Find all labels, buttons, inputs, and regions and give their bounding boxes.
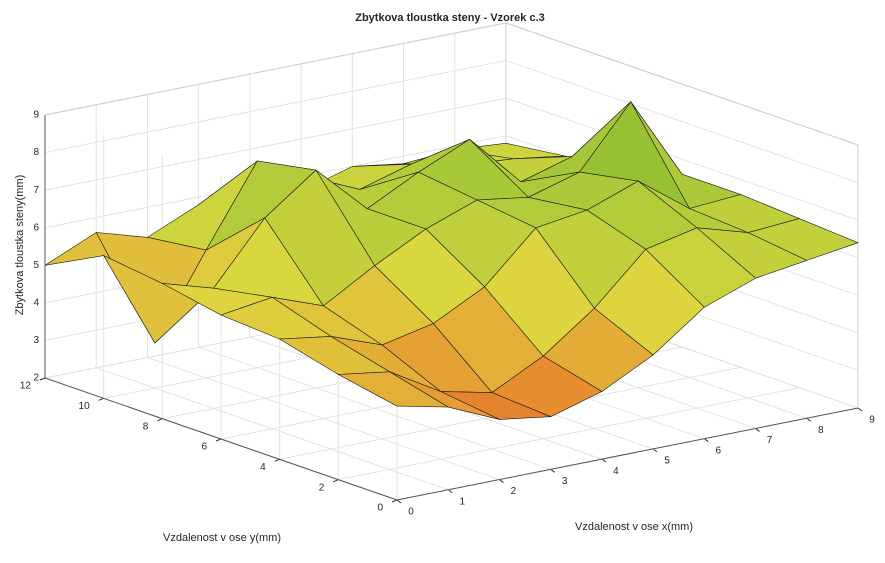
grid-line [505,97,859,221]
x-tick-label: 6 [716,445,722,456]
y-tick [39,377,46,381]
y-tick-label: 4 [260,462,266,473]
x-tick-label: 2 [511,486,517,497]
grid-line [505,60,859,184]
z-tick-label: 8 [33,147,39,158]
axis-line [44,22,507,116]
axis-line [396,407,859,501]
x-tick-label: 1 [459,496,465,507]
x-tick [652,448,658,453]
y-tick [333,479,339,483]
x-tick [550,468,555,473]
y-tick-label: 12 [20,381,32,392]
x-tick-label: 7 [767,435,773,446]
x-tick [601,458,607,463]
z-tick-label: 6 [33,222,39,233]
x-tick [447,489,453,494]
axis-line [44,377,398,501]
x-tick [806,417,812,422]
grid-line [44,60,507,154]
x-axis-label: Vzdalenost v ose x(mm) [575,521,693,533]
x-tick-label: 5 [664,456,670,467]
y-axis-label: Vzdalenost v ose y(mm) [163,532,281,544]
x-tick-label: 0 [408,507,414,518]
z-tick-label: 3 [33,335,39,346]
grid-line [338,387,800,481]
y-tick-label: 6 [201,442,207,453]
z-tick-label: 4 [33,297,39,308]
x-tick [704,438,709,443]
y-tick [98,397,104,401]
y-tick-label: 10 [79,401,91,412]
y-tick [157,418,163,422]
z-tick-label: 5 [33,260,39,271]
z-tick-label: 2 [33,373,39,384]
chart-title: Zbytkova tloustka steny - Vzorek c.3 [355,12,545,24]
z-tick-label: 9 [33,110,39,121]
x-tick-label: 3 [562,476,568,487]
x-tick-label: 8 [818,425,824,436]
y-tick [274,458,280,462]
axis-line [505,22,859,146]
grid-line [44,97,507,191]
surface-patch [337,371,450,408]
z-axis-label: Zbytkova tloustka steny(mm) [14,175,26,316]
x-tick-label: 4 [613,466,619,477]
z-tick-label: 7 [33,185,39,196]
y-tick [391,499,398,503]
x-tick-label: 9 [869,415,875,426]
x-tick [755,428,760,432]
y-tick [215,438,222,442]
x-tick [396,499,402,504]
x-tick [499,479,504,483]
y-tick-label: 0 [377,503,383,514]
y-tick-label: 2 [319,482,325,493]
y-tick-label: 8 [143,421,149,432]
x-tick [857,407,863,412]
